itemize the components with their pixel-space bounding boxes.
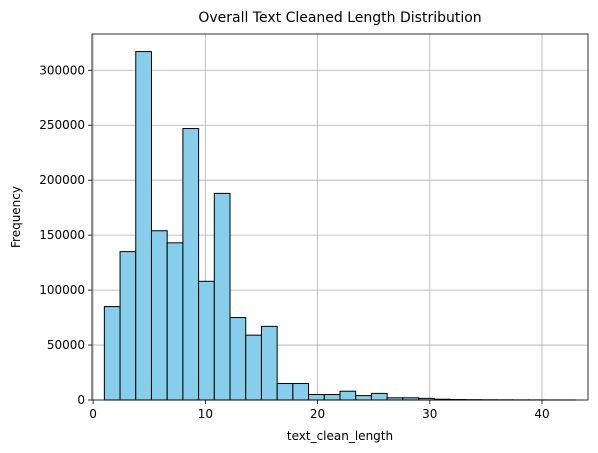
histogram-bar xyxy=(245,334,262,401)
y-tick-label: 100000 xyxy=(39,283,85,297)
histogram-bar xyxy=(339,390,357,401)
histogram-bar xyxy=(308,394,325,401)
histogram-bar xyxy=(103,306,121,401)
histogram-bar xyxy=(260,325,278,401)
x-tick-label: 10 xyxy=(198,407,213,421)
plot-frame xyxy=(91,33,589,401)
histogram-bar xyxy=(119,251,137,401)
y-axis-label: Frequency xyxy=(9,186,23,248)
histogram-bar xyxy=(135,51,152,401)
x-tick-label: 0 xyxy=(89,407,97,421)
y-axis-ticks: 0 50000 100000 150000 200000 250000 300000 xyxy=(39,63,92,407)
histogram-bar xyxy=(229,317,247,401)
histogram-bar xyxy=(292,383,310,401)
histogram-bar xyxy=(213,192,231,401)
x-axis-label: text_clean_length xyxy=(287,429,393,443)
x-axis-ticks: 0 10 20 30 40 xyxy=(89,400,550,421)
histogram-bar xyxy=(276,383,294,401)
histogram-bar xyxy=(355,395,372,401)
histogram-bar xyxy=(150,230,168,401)
chart-title: Overall Text Cleaned Length Distribution xyxy=(198,10,481,26)
x-tick-label: 20 xyxy=(310,407,325,421)
y-tick-label: 200000 xyxy=(39,173,85,187)
y-tick-label: 250000 xyxy=(39,118,85,132)
x-tick-label: 30 xyxy=(422,407,437,421)
histogram-bar xyxy=(370,392,388,401)
histogram-bar xyxy=(323,394,341,401)
x-tick-label: 40 xyxy=(534,407,549,421)
histogram-bar xyxy=(166,242,184,401)
y-tick-label: 300000 xyxy=(39,63,85,77)
y-tick-label: 150000 xyxy=(39,228,85,242)
y-tick-label: 50000 xyxy=(47,338,85,352)
histogram-bars xyxy=(103,51,577,401)
y-tick-label: 0 xyxy=(77,393,85,407)
histogram-bar xyxy=(182,128,200,401)
histogram-bar xyxy=(198,280,215,401)
